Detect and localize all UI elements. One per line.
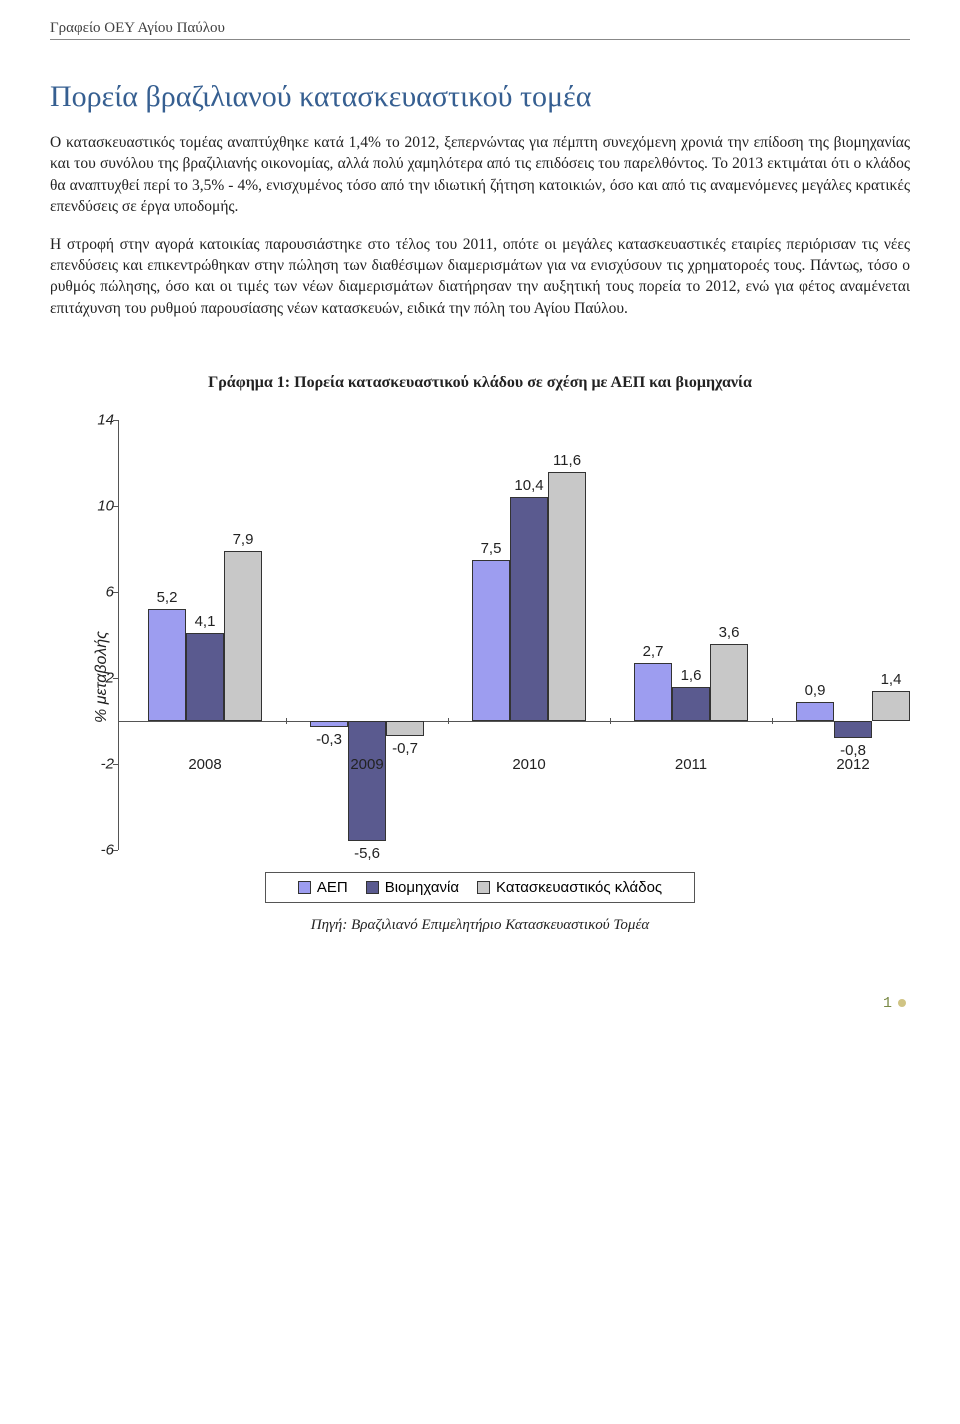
category-tick xyxy=(772,718,773,724)
bar xyxy=(634,663,672,721)
bar-value-label: -0,7 xyxy=(392,740,418,757)
bar xyxy=(472,560,510,721)
category-label: 2008 xyxy=(188,756,221,773)
y-tick-label: 14 xyxy=(88,412,114,429)
y-tick-mark xyxy=(113,678,118,679)
y-tick-mark xyxy=(113,592,118,593)
bar xyxy=(834,721,872,738)
bar-value-label: 2,7 xyxy=(643,643,664,660)
category-label: 2012 xyxy=(836,756,869,773)
bar-value-label: 11,6 xyxy=(553,452,581,469)
bar-value-label: -0,3 xyxy=(316,731,342,748)
category-tick xyxy=(286,718,287,724)
chart-source: Πηγή: Βραζιλιανό Επιμελητήριο Κατασκευασ… xyxy=(90,917,870,934)
chart-legend: ΑΕΠ Βιομηχανία Κατασκευαστικός κλάδος xyxy=(265,872,695,903)
chart-title: Γράφημα 1: Πορεία κατασκευαστικού κλάδου… xyxy=(50,374,910,392)
category-tick xyxy=(448,718,449,724)
category-label: 2010 xyxy=(512,756,545,773)
bar xyxy=(672,687,710,721)
y-tick-label: -2 xyxy=(88,756,114,773)
legend-swatch-aep xyxy=(298,881,311,894)
zero-axis-line xyxy=(118,721,870,722)
legend-label-construction: Κατασκευαστικός κλάδος xyxy=(496,879,662,896)
bar xyxy=(186,633,224,721)
bar-value-label: 3,6 xyxy=(719,624,740,641)
y-tick-mark xyxy=(113,764,118,765)
page-title: Πορεία βραζιλιανού κατασκευαστικού τομέα xyxy=(50,80,910,114)
paragraph-2: Η στροφή στην αγορά κατοικίας παρουσιάστ… xyxy=(50,234,910,320)
bar-value-label: 7,5 xyxy=(481,540,502,557)
bar xyxy=(148,609,186,721)
bar xyxy=(548,472,586,721)
bar xyxy=(796,702,834,721)
bar-value-label: 10,4 xyxy=(514,477,543,494)
legend-label-aep: ΑΕΠ xyxy=(317,879,348,896)
page-number: 1 xyxy=(883,995,892,1012)
y-tick-mark xyxy=(113,506,118,507)
y-tick-label: 10 xyxy=(88,498,114,515)
legend-swatch-construction xyxy=(477,881,490,894)
page-header: Γραφείο ΟΕΥ Αγίου Παύλου xyxy=(50,20,910,40)
bar-value-label: 0,9 xyxy=(805,682,826,699)
legend-label-industry: Βιομηχανία xyxy=(385,879,459,896)
bar xyxy=(872,691,910,721)
legend-item-industry: Βιομηχανία xyxy=(366,879,459,896)
category-label: 2011 xyxy=(675,756,707,773)
y-tick-mark xyxy=(113,420,118,421)
bar xyxy=(310,721,348,727)
legend-item-aep: ΑΕΠ xyxy=(298,879,348,896)
bar xyxy=(224,551,262,721)
y-tick-label: 2 xyxy=(88,670,114,687)
y-tick-mark xyxy=(113,850,118,851)
page-footer: 1 xyxy=(50,994,910,1012)
legend-item-construction: Κατασκευαστικός κλάδος xyxy=(477,879,662,896)
y-axis-line xyxy=(118,420,119,850)
bar-value-label: -5,6 xyxy=(354,845,380,862)
bar-value-label: 1,4 xyxy=(881,671,902,688)
bar xyxy=(348,721,386,841)
footer-dot-icon xyxy=(898,999,906,1007)
bar-value-label: 4,1 xyxy=(195,613,216,630)
legend-swatch-industry xyxy=(366,881,379,894)
bar-value-label: 7,9 xyxy=(233,531,254,548)
bar xyxy=(386,721,424,736)
bar-value-label: 1,6 xyxy=(681,667,702,684)
chart-plot-area: 141062-2-65,24,17,92008-0,3-5,6-0,720097… xyxy=(118,420,870,850)
category-label: 2009 xyxy=(350,756,383,773)
bar xyxy=(710,644,748,721)
category-tick xyxy=(610,718,611,724)
y-tick-label: 6 xyxy=(88,584,114,601)
y-tick-label: -6 xyxy=(88,842,114,859)
bar xyxy=(510,497,548,721)
bar-value-label: 5,2 xyxy=(157,589,178,606)
paragraph-1: Ο κατασκευαστικός τομέας αναπτύχθηκε κατ… xyxy=(50,132,910,218)
chart-container: % μεταβολής 141062-2-65,24,17,92008-0,3-… xyxy=(90,420,870,934)
